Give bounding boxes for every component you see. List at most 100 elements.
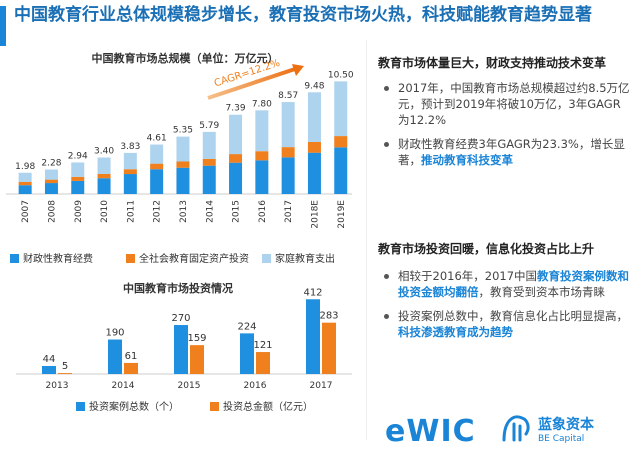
bar-segment (307, 92, 321, 142)
x-tick-label: 2012 (153, 200, 163, 223)
bar (42, 366, 56, 374)
bar (174, 325, 188, 374)
bar-segment (255, 160, 269, 194)
x-tick-label: 2014 (112, 381, 135, 391)
total-label: 5.35 (173, 126, 193, 136)
bar (58, 373, 72, 374)
chart1-legend: 财政性教育经费 全社会教育固定资产投资 家庭教育支出 (10, 252, 335, 265)
total-label: 3.40 (94, 147, 114, 157)
bullet-dot (384, 86, 389, 91)
total-label: 8.57 (278, 91, 298, 101)
x-tick-label: 2015 (178, 381, 201, 391)
value-label: 5 (62, 361, 68, 372)
value-label: 412 (303, 287, 322, 298)
x-tick-label: 2013 (179, 200, 189, 223)
x-tick-label: 2014 (205, 200, 215, 223)
ewic-logo: eWIC (385, 414, 476, 449)
x-tick-label: 2008 (47, 200, 57, 223)
legend-swatch (10, 254, 19, 263)
bar-segment (202, 165, 216, 194)
bar-segment (281, 147, 295, 158)
bar-segment (202, 131, 216, 159)
x-tick-label: 2011 (126, 200, 136, 223)
legend-label: 家庭教育支出 (275, 252, 335, 265)
bar-segment (44, 183, 58, 194)
bar-segment (255, 110, 269, 152)
legend-label: 投资案例总数（个） (89, 400, 179, 413)
legend-label: 投资总金额（亿元） (223, 400, 313, 413)
be-capital-en: BE Capital (538, 434, 585, 444)
x-tick-label: 2010 (100, 200, 110, 223)
bar-segment (229, 114, 243, 155)
bar (108, 339, 122, 374)
bar (256, 352, 270, 374)
chart1-title: 中国教育市场总规模（单位：万亿元） (92, 51, 279, 65)
value-label: 270 (171, 313, 190, 324)
bar-segment (123, 174, 137, 194)
chart2-legend: 投资案例总数（个） 投资总金额（亿元） (76, 400, 313, 413)
divider (366, 40, 367, 440)
bullet-4: 投资案例总数中，教育信息化占比明显提高，科技渗透教育成为趋势 (380, 308, 632, 340)
bar-segment (307, 152, 321, 194)
value-label: 224 (237, 321, 256, 332)
bar-segment (307, 141, 321, 153)
page-title: 中国教育行业总体规模稳步增长，教育投资市场火热，科技赋能教育趋势显著 (14, 5, 592, 25)
legend-swatch (126, 254, 135, 263)
total-label: 5.79 (199, 121, 219, 131)
x-tick-label: 2016 (244, 381, 267, 391)
x-tick-label: 2019E (337, 200, 347, 229)
bullet-dot (384, 314, 389, 319)
x-tick-label: 2009 (74, 200, 84, 223)
bullet-1: 2017年，中国教育市场总规模超过约8.5万亿元，预计到2019年将破10万亿，… (380, 80, 632, 128)
value-label: 61 (125, 351, 138, 362)
chart2-title: 中国教育市场投资情况 (123, 281, 233, 295)
legend-swatch (210, 402, 219, 411)
bar-segment (71, 176, 85, 181)
bullet-dot (384, 274, 389, 279)
total-label: 2.28 (41, 159, 61, 169)
bar-segment (229, 154, 243, 163)
bar (190, 345, 204, 374)
value-label: 190 (105, 328, 124, 339)
total-label: 9.48 (304, 81, 324, 91)
value-label: 283 (319, 311, 338, 322)
total-label: 3.83 (120, 142, 140, 152)
bar-segment (71, 162, 85, 177)
bar-segment (334, 147, 348, 194)
bar-segment (18, 181, 32, 186)
bar-segment (123, 152, 137, 170)
value-label: 44 (43, 354, 56, 365)
bullet-dot (384, 142, 389, 147)
total-label: 1.98 (15, 162, 35, 172)
bar (322, 322, 336, 374)
x-tick-label: 2007 (21, 200, 31, 223)
total-label: 4.61 (147, 134, 167, 144)
bar (306, 299, 320, 374)
bar (124, 362, 138, 374)
bar-segment (150, 144, 164, 164)
bar (240, 333, 254, 374)
x-tick-label: 2016 (258, 200, 268, 223)
bar-segment (176, 161, 190, 168)
market-size-chart: 中国教育市场总规模（单位：万亿元） CAGR=12.2% 1.9820072.2… (6, 51, 354, 265)
bar-segment (334, 81, 348, 137)
legend-label: 财政性教育经费 (23, 252, 93, 265)
bar-segment (176, 136, 190, 162)
bullet-2: 财政性教育经费3年GAGR为23.3%，增长显著，推动教育科技变革 (380, 136, 632, 168)
section2-heading: 教育市场投资回暖，信息化投资占比上升 (378, 242, 595, 256)
elephant-icon (502, 415, 530, 442)
be-capital-logo: 蓝象资本 BE Capital (500, 408, 640, 448)
legend-swatch (262, 254, 271, 263)
investment-chart: 中国教育市场投资情况 44 5 2013 190 61 2014 270 159 2015 224… (16, 281, 352, 413)
x-tick-label: 2017 (310, 381, 333, 391)
section1-heading: 教育市场体量巨大，财政支持推动技术变革 (378, 56, 607, 70)
bar-segment (123, 169, 137, 175)
value-label: 121 (253, 340, 272, 351)
bar-segment (97, 173, 111, 179)
bar-segment (150, 169, 164, 194)
bar-segment (97, 157, 111, 174)
x-tick-label: 2018E (310, 200, 320, 229)
x-tick-label: 2015 (232, 200, 242, 223)
total-label: 2.94 (68, 151, 88, 161)
total-label: 10.50 (328, 70, 354, 80)
